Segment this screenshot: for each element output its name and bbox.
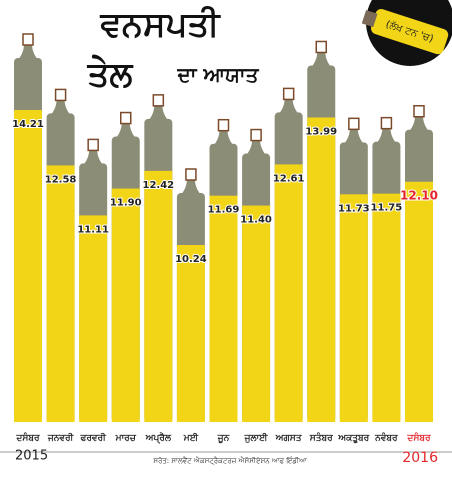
year-label: 2015 xyxy=(15,449,48,464)
bottle-cap xyxy=(217,118,230,132)
bottle-neck xyxy=(178,179,203,197)
value-label: 12.10 xyxy=(400,188,438,202)
x-tick-label: ਜਨਵਰੀ xyxy=(47,432,75,444)
bottle-neck xyxy=(244,139,269,158)
x-tick-label: ਅਗਸਤ xyxy=(275,434,303,444)
bottle-neck xyxy=(276,98,301,117)
bottle-neck xyxy=(146,104,171,123)
bottle-cap xyxy=(282,87,295,101)
bottle-cap xyxy=(22,33,34,46)
bar xyxy=(209,195,238,422)
x-tick-label: ਮਾਰਚ xyxy=(115,434,137,444)
value-label: 12.42 xyxy=(143,180,175,191)
x-tick-label: ਦਸੰਬਰ xyxy=(15,431,40,444)
x-tick-label: ਅਪ੍ਰੈਲ xyxy=(145,432,172,444)
source: ਸਰੋਤ: ਸਾਲਵੈਂਟ ਐਕਸਟ੍ਰੈਕਟਰਜ਼ ਐਸੋਸੀਏਸ਼ਨ ਆਫ … xyxy=(152,456,307,466)
value-label: 12.58 xyxy=(45,174,77,185)
bottle-neck xyxy=(407,115,431,134)
bottle-neck xyxy=(48,99,73,118)
bar xyxy=(14,110,42,422)
bottle-cap xyxy=(120,111,132,125)
x-tick-label: ਅਕਤੂਬਰ xyxy=(337,434,369,445)
bottle-neck xyxy=(113,122,138,141)
bar xyxy=(372,193,401,422)
chart-title: ਤੇਲ xyxy=(87,55,135,95)
bottle-neck xyxy=(374,127,399,146)
value-label: 11.73 xyxy=(338,203,370,214)
bar xyxy=(144,170,173,422)
value-label: 14.21 xyxy=(12,119,44,130)
value-label: 12.61 xyxy=(273,173,305,184)
value-label: 11.11 xyxy=(77,224,109,235)
value-label: 11.90 xyxy=(110,198,142,209)
bottle-cap xyxy=(54,88,67,102)
value-label: 13.99 xyxy=(305,126,337,137)
bar xyxy=(242,205,271,422)
value-label: 11.40 xyxy=(240,215,272,226)
chart-title: ਦਾ ਆਯਾਤ xyxy=(177,63,260,87)
value-label: 11.69 xyxy=(208,205,240,216)
bar xyxy=(79,215,108,422)
bottle-cap xyxy=(185,168,197,181)
bottle-neck xyxy=(81,149,106,168)
bottle-cap xyxy=(250,128,262,142)
year-label: 2016 xyxy=(402,450,438,466)
chart-title: ਵਨਸਪਤੀ xyxy=(99,5,221,45)
bottle-cap xyxy=(315,40,327,54)
value-label: 11.75 xyxy=(371,203,403,214)
bar xyxy=(339,194,368,422)
bottle-neck xyxy=(16,44,40,62)
bottle-cap xyxy=(87,138,99,152)
x-tick-label: ਦਸੰਬਰ xyxy=(406,431,431,444)
bar xyxy=(46,165,75,422)
bar xyxy=(274,164,303,422)
bottle-cap xyxy=(348,117,360,131)
bottle-neck xyxy=(309,51,334,70)
bar xyxy=(176,245,205,422)
x-tick-label: ਮਈ xyxy=(183,432,199,444)
x-tick-label: ਜੂਨ xyxy=(217,434,230,445)
bottle-neck xyxy=(341,128,366,147)
bottle-neck xyxy=(211,129,236,148)
bar xyxy=(405,181,433,422)
bar xyxy=(111,188,140,422)
bottle-cap xyxy=(152,94,165,107)
value-label: 10.24 xyxy=(175,254,207,265)
bottle-cap xyxy=(380,116,393,130)
x-tick-label: ਫਰਵਰੀ xyxy=(79,432,107,444)
bar xyxy=(307,117,336,422)
x-tick-label: ਸਤੰਬਰ xyxy=(309,431,333,444)
x-tick-label: ਜੁਲਾਈ xyxy=(244,432,269,444)
bottle-cap xyxy=(413,105,425,118)
x-tick-label: ਨਵੰਬਰ xyxy=(374,431,398,444)
